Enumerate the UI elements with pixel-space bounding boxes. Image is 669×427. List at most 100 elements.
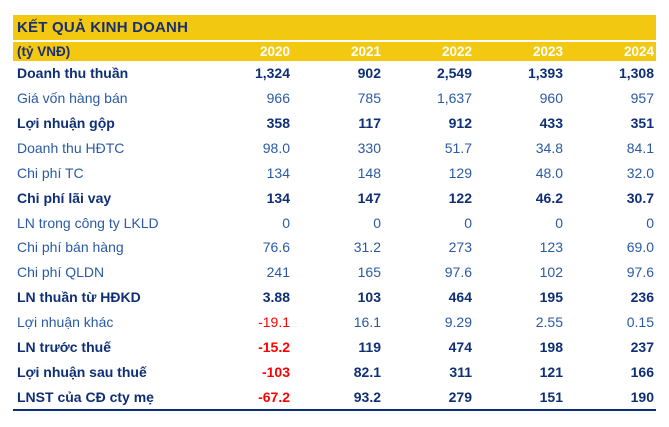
cell-value: 134 <box>266 189 290 206</box>
cell-value: 0 <box>555 214 563 231</box>
year-column-header: 2024 <box>623 44 654 59</box>
cell-value: -15.2 <box>258 338 290 355</box>
cell-value: 147 <box>357 189 381 206</box>
cell-value: -103 <box>261 363 290 380</box>
cell-value: 0 <box>373 214 381 231</box>
cell-value: 273 <box>448 239 472 256</box>
cell-value: 134 <box>266 164 290 181</box>
cell-value: 76.6 <box>262 239 290 256</box>
table-header-row: (tỷ VNĐ) 2020 2021 2022 2023 2024 <box>13 42 656 61</box>
cell-value: 31.2 <box>353 239 381 256</box>
cell-value: 84.1 <box>626 140 654 156</box>
table-row: LN trong công ty LKLD 0 0 0 0 0 <box>13 210 656 235</box>
cell-value: 330 <box>357 140 381 156</box>
table-body: Doanh thu thuần 1,324 902 2,549 1,393 1,308 Gi… <box>13 61 656 412</box>
row-label: LN thuần từ HĐKD <box>17 289 141 306</box>
table-row: LN trước thuế -15.2 119 474 198 237 <box>13 334 656 359</box>
table-row: Lợi nhuận gộp 358 117 912 433 351 <box>13 111 656 136</box>
cell-value: 311 <box>449 363 472 380</box>
row-label: Doanh thu HĐTC <box>17 140 125 156</box>
cell-value: 48.0 <box>535 164 563 181</box>
row-label: Chi phí TC <box>17 164 84 181</box>
table-row: Chi phí TC 134 148 129 48.0 32.0 <box>13 160 656 185</box>
cell-value: 82.1 <box>353 363 381 380</box>
year-column-header: 2020 <box>259 44 290 59</box>
table-row: Chi phí lãi vay 134 147 122 46.2 30.7 <box>13 185 656 210</box>
cell-value: 966 <box>266 90 290 107</box>
cell-value: 2,549 <box>436 65 472 82</box>
row-label: Chi phí lãi vay <box>17 189 112 206</box>
cell-value: 957 <box>630 90 654 107</box>
cell-value: 0 <box>464 214 472 231</box>
financial-results-table: KẾT QUẢ KINH DOANH (tỷ VNĐ) 2020 2021 2022… <box>13 15 656 412</box>
cell-value: 195 <box>539 289 563 306</box>
cell-value: -67.2 <box>258 388 290 405</box>
cell-value: 151 <box>539 388 563 405</box>
row-label: LN trong công ty LKLD <box>17 214 159 231</box>
year-column-header: 2021 <box>350 44 381 59</box>
cell-value: 30.7 <box>626 189 654 206</box>
row-label: Lợi nhuận gộp <box>17 115 115 132</box>
row-label: Doanh thu thuần <box>17 65 129 82</box>
cell-value: 121 <box>539 363 563 380</box>
table-row: Giá vốn hàng bán 966 785 1,637 960 957 <box>13 86 656 111</box>
cell-value: 351 <box>630 115 654 132</box>
cell-value: 237 <box>630 338 654 355</box>
unit-label: (tỷ VNĐ) <box>17 44 71 59</box>
cell-value: 166 <box>630 363 654 380</box>
cell-value: 960 <box>539 90 563 107</box>
table-row: LN thuần từ HĐKD 3.88 103 464 195 236 <box>13 285 656 310</box>
row-label: LNST của CĐ cty mẹ <box>17 388 154 405</box>
cell-value: 9.29 <box>444 314 472 331</box>
cell-value: 129 <box>448 164 472 181</box>
cell-value: 103 <box>357 289 381 306</box>
table-row: Lợi nhuận khác -19.1 16.1 9.29 2.55 0.15 <box>13 310 656 335</box>
cell-value: 69.0 <box>626 239 654 256</box>
cell-value: 117 <box>358 115 381 132</box>
cell-value: 0 <box>646 214 654 231</box>
cell-value: 102 <box>539 264 563 281</box>
cell-value: 3.88 <box>262 289 290 306</box>
cell-value: 464 <box>448 289 472 306</box>
row-label: Lợi nhuận khác <box>17 314 114 331</box>
cell-value: 93.2 <box>353 388 381 405</box>
cell-value: 16.1 <box>353 314 381 331</box>
cell-value: 148 <box>357 164 381 181</box>
cell-value: 2.55 <box>535 314 563 331</box>
cell-value: 433 <box>539 115 563 132</box>
cell-value: 97.6 <box>626 264 654 281</box>
table-row: Chi phí QLDN 241 165 97.6 102 97.6 <box>13 260 656 285</box>
cell-value: 241 <box>266 264 290 281</box>
cell-value: 198 <box>539 338 563 355</box>
year-column-header: 2022 <box>441 44 472 59</box>
cell-value: 358 <box>266 115 290 132</box>
cell-value: 912 <box>448 115 472 132</box>
cell-value: 0.15 <box>626 314 654 331</box>
cell-value: 46.2 <box>535 189 563 206</box>
cell-value: 122 <box>448 189 472 206</box>
table-row: Doanh thu thuần 1,324 902 2,549 1,393 1,308 <box>13 61 656 86</box>
cell-value: 123 <box>539 239 563 256</box>
row-label: LN trước thuế <box>17 338 111 355</box>
cell-value: 51.7 <box>444 140 472 156</box>
cell-value: 98.0 <box>262 140 290 156</box>
year-column-header: 2023 <box>532 44 563 59</box>
cell-value: 474 <box>448 338 472 355</box>
cell-value: 279 <box>448 388 472 405</box>
cell-value: 190 <box>630 388 654 405</box>
cell-value: 1,308 <box>618 65 654 82</box>
table-row: Chi phí bán hàng 76.6 31.2 273 123 69.0 <box>13 235 656 260</box>
cell-value: -19.1 <box>258 314 290 331</box>
cell-value: 97.6 <box>444 264 472 281</box>
row-label: Lợi nhuận sau thuế <box>17 363 147 380</box>
cell-value: 165 <box>357 264 381 281</box>
table-row: LNST của CĐ cty mẹ -67.2 93.2 279 151 190 <box>13 384 656 409</box>
row-label: Chi phí bán hàng <box>17 239 124 256</box>
table-row: Doanh thu HĐTC 98.0 330 51.7 34.8 84.1 <box>13 136 656 161</box>
row-label: Giá vốn hàng bán <box>17 90 128 107</box>
row-label: Chi phí QLDN <box>17 264 105 281</box>
cell-value: 34.8 <box>535 140 563 156</box>
cell-value: 32.0 <box>626 164 654 181</box>
table-row: Lợi nhuận sau thuế -103 82.1 311 121 166 <box>13 359 656 384</box>
cell-value: 902 <box>357 65 381 82</box>
